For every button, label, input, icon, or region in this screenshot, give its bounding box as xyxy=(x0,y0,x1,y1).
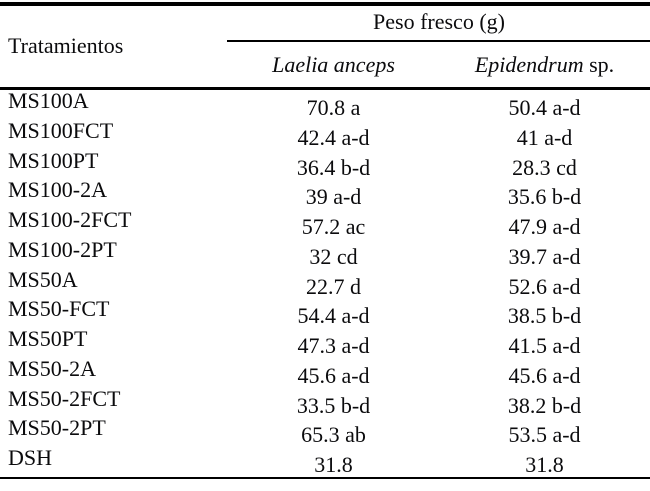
laelia-value-cell: 32 cd xyxy=(309,243,358,269)
epidendrum-value-cell: 53.5 a-d xyxy=(508,422,581,448)
treatment-cell: MS100-2A xyxy=(8,177,108,203)
laelia-value-cell: 22.7 d xyxy=(306,273,361,299)
laelia-value-cell: 33.5 b-d xyxy=(296,392,371,418)
epidendrum-genus-label: Epidendrum xyxy=(474,52,584,77)
table-row: MS50-2FCT 33.5 b-d 38.2 b-d xyxy=(0,385,650,418)
table-row: MS50-FCT 54.4 a-d 38.5 b-d xyxy=(0,298,650,328)
table-row: MS50A 22.7 d 52.6 a-d xyxy=(0,266,650,299)
epidendrum-value-cell: 38.5 b-d xyxy=(507,303,582,329)
epidendrum-value-cell: 41 a-d xyxy=(516,124,573,150)
laelia-value-cell: 31.8 xyxy=(314,452,353,478)
table-row: DSH 31.8 31.8 xyxy=(0,447,650,477)
laelia-value-cell: 57.2 ac xyxy=(301,214,366,240)
laelia-value-cell: 36.4 b-d xyxy=(296,154,371,180)
table-bottom-rule xyxy=(0,477,650,479)
epidendrum-value-cell: 52.6 a-d xyxy=(508,273,581,299)
epidendrum-sp-label: sp. xyxy=(583,52,615,77)
table-row: MS50PT 47.3 a-d 41.5 a-d xyxy=(0,328,650,358)
epidendrum-value-cell: 41.5 a-d xyxy=(508,333,581,359)
epidendrum-value-cell: 38.2 b-d xyxy=(507,392,582,418)
table-top-rule xyxy=(0,2,650,6)
table-row: MS100-2A 39 a-d 35.6 b-d xyxy=(0,179,650,209)
table-row: MS100FCT 42.4 a-d 41 a-d xyxy=(0,117,650,150)
treatment-cell: MS100-2FCT xyxy=(8,207,132,233)
epidendrum-value-cell: 47.9 a-d xyxy=(508,214,581,240)
treatment-cell: DSH xyxy=(8,445,53,471)
laelia-value-cell: 39 a-d xyxy=(305,184,362,210)
group-header-underline xyxy=(227,40,650,42)
epidendrum-value-cell: 35.6 b-d xyxy=(507,184,582,210)
laelia-value-cell: 42.4 a-d xyxy=(297,124,370,150)
table-row: MS100-2FCT 57.2 ac 47.9 a-d xyxy=(0,209,650,239)
group-header-peso-fresco: Peso fresco (g) xyxy=(373,9,505,34)
column-header-epidendrum-sp: Epidendrum sp. xyxy=(439,54,650,76)
epidendrum-value-cell: 45.6 a-d xyxy=(508,362,581,388)
table-body: MS100A 70.8 a 50.4 a-d MS100FCT 42.4 a-d… xyxy=(0,90,650,477)
epidendrum-value-cell: 28.3 cd xyxy=(512,154,577,180)
epidendrum-value-cell: 50.4 a-d xyxy=(508,95,581,120)
table-row: MS100-2PT 32 cd 39.7 a-d xyxy=(0,236,650,269)
treatment-cell: MS100A xyxy=(8,88,89,113)
treatment-cell: MS100PT xyxy=(8,147,99,173)
table-row: MS100PT 36.4 b-d 28.3 cd xyxy=(0,147,650,180)
treatment-cell: MS100-2PT xyxy=(8,236,117,262)
table-row: MS100A 70.8 a 50.4 a-d xyxy=(0,90,650,120)
laelia-value-cell: 70.8 a xyxy=(306,95,361,120)
treatment-cell: MS50-2A xyxy=(8,355,97,381)
treatment-cell: MS50A xyxy=(8,266,78,292)
treatment-cell: MS50-FCT xyxy=(8,296,110,322)
laelia-value-cell: 47.3 a-d xyxy=(297,333,370,359)
table-row: MS50-2A 45.6 a-d 45.6 a-d xyxy=(0,355,650,388)
column-header-laelia-anceps: Laelia anceps xyxy=(272,52,395,77)
laelia-value-cell: 54.4 a-d xyxy=(297,303,370,329)
table-row: MS50-2PT 65.3 ab 53.5 a-d xyxy=(0,417,650,447)
treatment-cell: MS50-2PT xyxy=(8,415,106,441)
column-header-tratamientos: Tratamientos xyxy=(8,33,124,58)
epidendrum-value-cell: 31.8 xyxy=(525,452,564,478)
laelia-value-cell: 45.6 a-d xyxy=(297,362,370,388)
treatment-cell: MS50-2FCT xyxy=(8,385,121,411)
laelia-value-cell: 65.3 ab xyxy=(301,422,366,448)
treatment-cell: MS50PT xyxy=(8,326,88,352)
treatment-cell: MS100FCT xyxy=(8,117,114,143)
epidendrum-value-cell: 39.7 a-d xyxy=(508,243,581,269)
subheader-row: Laelia anceps Epidendrum sp. xyxy=(228,54,650,76)
header-body-divider-rule xyxy=(0,87,650,90)
